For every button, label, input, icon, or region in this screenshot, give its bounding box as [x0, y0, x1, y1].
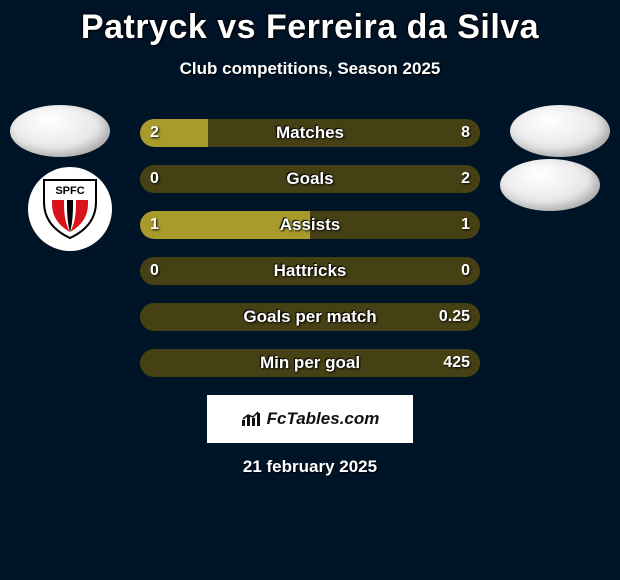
stat-pill-fill [140, 119, 208, 147]
stat-pill [140, 165, 480, 193]
stat-row: 1Assists1 [140, 211, 480, 239]
stat-row: 0Goals2 [140, 165, 480, 193]
stat-pill [140, 119, 480, 147]
player-b-club-placeholder [500, 159, 600, 211]
player-a-club-badge: SPFC [28, 167, 112, 251]
comparison-content: SPFC 2Matches8 0Goals2 1Assists1 0Hattricks… [0, 119, 620, 477]
fctables-chart-icon [241, 411, 261, 427]
badge-letters: SPFC [55, 185, 84, 197]
stat-row: 0Hattricks0 [140, 257, 480, 285]
stat-row: Goals per match0.25 [140, 303, 480, 331]
player-b-avatar [510, 105, 610, 157]
snapshot-date: 21 february 2025 [0, 457, 620, 477]
stat-pill [140, 257, 480, 285]
stat-pill-fill [140, 211, 310, 239]
stat-bars: 2Matches8 0Goals2 1Assists1 0Hattricks0 Goal… [140, 119, 480, 377]
subtitle: Club competitions, Season 2025 [0, 59, 620, 79]
player-a-avatar [10, 105, 110, 157]
vs-separator: vs [217, 8, 256, 46]
stat-pill [140, 303, 480, 331]
attribution-badge: FcTables.com [207, 395, 413, 443]
stat-pill [140, 211, 480, 239]
player-a-name: Patryck [81, 8, 207, 46]
spfc-shield-icon: SPFC [42, 178, 98, 240]
stat-row: Min per goal425 [140, 349, 480, 377]
attribution-text: FcTables.com [267, 409, 380, 429]
stat-pill [140, 349, 480, 377]
page-title: Patryck vs Ferreira da Silva [0, 0, 620, 47]
stat-row: 2Matches8 [140, 119, 480, 147]
player-b-name: Ferreira da Silva [266, 8, 539, 46]
